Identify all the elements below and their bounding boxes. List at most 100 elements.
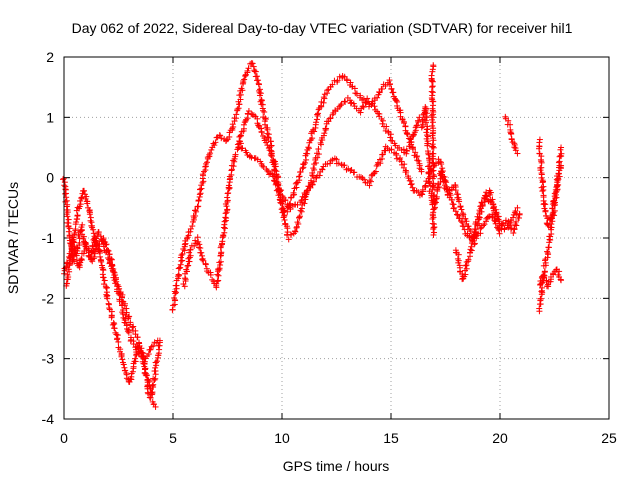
data-point: [171, 294, 178, 301]
data-point: [195, 197, 202, 204]
data-point: [419, 186, 426, 193]
data-point: [427, 165, 434, 172]
data-point: [495, 216, 502, 223]
data-point: [292, 228, 299, 235]
data-point: [388, 85, 395, 92]
data-point: [430, 63, 437, 70]
data-point: [109, 321, 116, 328]
data-point: [84, 200, 91, 207]
data-point: [122, 315, 129, 322]
data-point: [336, 73, 343, 80]
data-point: [430, 129, 437, 136]
data-point: [80, 250, 87, 257]
data-point: [183, 266, 190, 273]
tick-labels: 0 5 10 15 20 25 -4 -3 -2 -1 0 1 2: [42, 49, 617, 446]
data-point: [282, 197, 289, 204]
data-point: [430, 137, 437, 144]
data-point: [435, 156, 442, 163]
x-axis-label: GPS time / hours: [283, 458, 390, 474]
data-point: [270, 173, 277, 180]
data-point: [77, 197, 84, 204]
data-point: [102, 283, 109, 290]
data-point: [173, 282, 180, 289]
data-point: [80, 235, 87, 242]
plot-frame: [63, 56, 610, 420]
data-point: [537, 167, 544, 174]
data-point: [110, 268, 117, 275]
data-point: [113, 331, 120, 338]
data-point: [150, 381, 157, 388]
data-point: [478, 199, 485, 206]
data-point: [414, 122, 421, 129]
data-point: [366, 177, 373, 184]
data-point: [64, 271, 71, 278]
y-tick-label: -1: [42, 230, 55, 246]
data-point: [243, 116, 250, 123]
data-point: [429, 68, 436, 75]
data-point: [77, 201, 84, 208]
chart-title: Day 062 of 2022, Sidereal Day-to-day VTE…: [72, 20, 573, 36]
data-point: [415, 157, 422, 164]
data-point: [456, 198, 463, 205]
data-point: [429, 89, 436, 96]
data-point: [113, 336, 120, 343]
data-point: [284, 229, 291, 236]
data-point: [143, 372, 150, 379]
data-point: [202, 163, 209, 170]
data-point: [218, 135, 225, 142]
data-point: [125, 329, 132, 336]
data-point: [123, 370, 130, 377]
data-point: [268, 153, 275, 160]
data-point: [119, 310, 126, 317]
data-point: [510, 214, 517, 221]
data-point: [207, 271, 214, 278]
data-point: [225, 182, 232, 189]
data-point: [279, 209, 286, 216]
data-point: [278, 187, 285, 194]
data-point: [452, 187, 459, 194]
data-point: [302, 159, 309, 166]
data-point: [429, 186, 436, 193]
data-point: [260, 107, 267, 114]
data-point: [429, 155, 436, 162]
data-point: [414, 157, 421, 164]
data-point: [379, 117, 386, 124]
data-point: [272, 163, 279, 170]
data-point: [250, 63, 257, 70]
data-point: [462, 215, 469, 222]
data-point: [263, 139, 270, 146]
data-point: [481, 221, 488, 228]
data-point: [537, 156, 544, 163]
data-point: [321, 130, 328, 137]
data-point: [235, 144, 242, 151]
data-point: [154, 358, 161, 365]
data-point: [422, 182, 429, 189]
data-point: [495, 225, 502, 232]
data-point: [106, 305, 113, 312]
data-point: [429, 175, 436, 182]
data-point: [221, 218, 228, 225]
data-point: [90, 230, 97, 237]
data-point: [387, 80, 394, 87]
data-point: [413, 123, 420, 130]
data-point: [285, 236, 292, 243]
data-point: [217, 262, 224, 269]
data-point: [229, 125, 236, 132]
data-point: [470, 232, 477, 239]
data-point: [337, 102, 344, 109]
data-point: [86, 211, 93, 218]
data-point: [129, 324, 136, 331]
data-point: [424, 142, 431, 149]
data-point: [175, 265, 182, 272]
data-point: [512, 208, 519, 215]
data-point: [298, 197, 305, 204]
data-point: [119, 356, 126, 363]
data-point: [545, 244, 552, 251]
data-point: [315, 110, 322, 117]
data-point: [329, 81, 336, 88]
data-point: [313, 119, 320, 126]
data-point: [542, 257, 549, 264]
data-point: [320, 99, 327, 106]
data-point: [379, 86, 386, 93]
data-point: [542, 201, 549, 208]
